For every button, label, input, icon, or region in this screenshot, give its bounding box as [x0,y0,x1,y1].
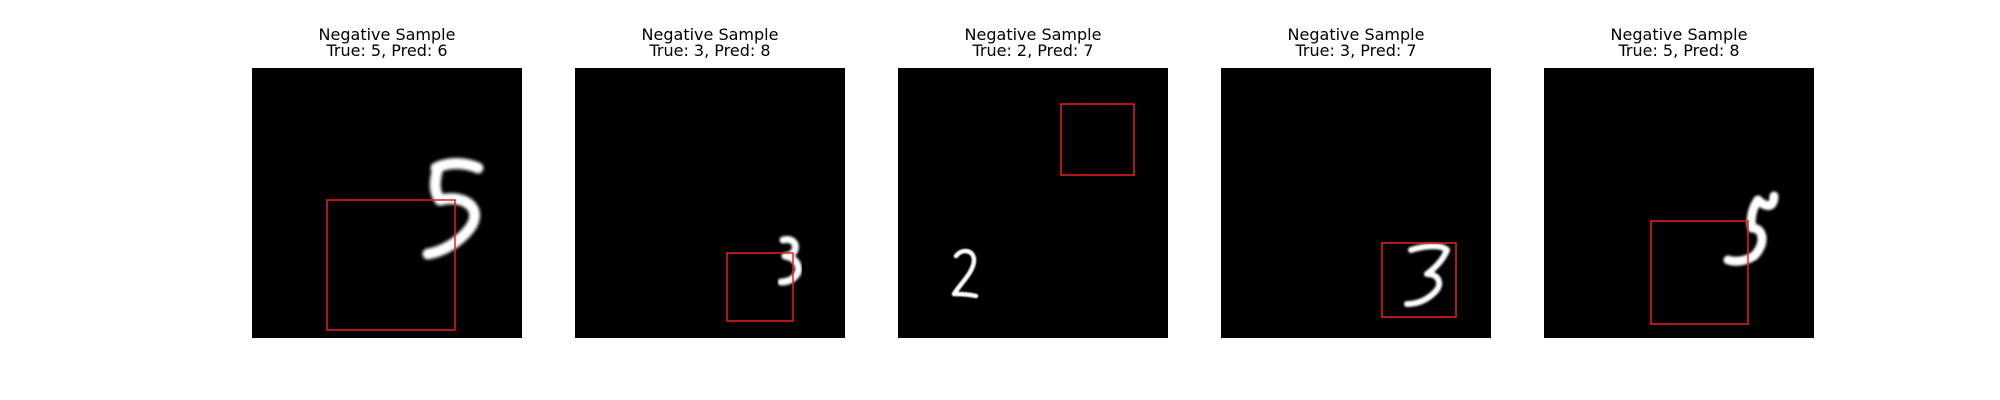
sample-label: True: 5, Pred: 8 [1618,41,1740,60]
sample-label: True: 3, Pred: 8 [649,41,771,60]
sample-title-1: Negative Sample True: 5, Pred: 6 [252,27,522,59]
five-digit [422,158,484,260]
sample-heading: Negative Sample [1610,25,1748,44]
sample-heading: Negative Sample [641,25,779,44]
sample-panel-1: Negative Sample True: 5, Pred: 6 [252,0,522,400]
sample-title-5: Negative Sample True: 5, Pred: 8 [1544,27,1814,59]
detection-box [1381,242,1457,318]
sample-label: True: 3, Pred: 7 [1295,41,1417,60]
sample-heading: Negative Sample [1287,25,1425,44]
sample-image-2 [575,68,845,338]
three-digit [777,236,802,286]
sample-title-2: Negative Sample True: 3, Pred: 8 [575,27,845,59]
sample-image-5 [1544,68,1814,338]
sample-image-4 [1221,68,1491,338]
sample-title-4: Negative Sample True: 3, Pred: 7 [1221,27,1491,59]
sample-image-1 [252,68,522,338]
sample-label: True: 2, Pred: 7 [972,41,1094,60]
sample-heading: Negative Sample [318,25,456,44]
two-digit [951,248,979,299]
detection-box [1650,220,1749,325]
sample-image-3 [898,68,1168,338]
sample-panel-5: Negative Sample True: 5, Pred: 8 [1544,0,1814,400]
sample-title-3: Negative Sample True: 2, Pred: 7 [898,27,1168,59]
detection-box [726,252,794,322]
three-digit [1404,243,1450,307]
sample-heading: Negative Sample [964,25,1102,44]
sample-label: True: 5, Pred: 6 [326,41,448,60]
detection-box [1060,103,1135,176]
sample-panel-4: Negative Sample True: 3, Pred: 7 [1221,0,1491,400]
five-digit [1723,191,1779,266]
detection-box [326,199,456,331]
sample-panel-2: Negative Sample True: 3, Pred: 8 [575,0,845,400]
sample-panel-3: Negative Sample True: 2, Pred: 7 [898,0,1168,400]
